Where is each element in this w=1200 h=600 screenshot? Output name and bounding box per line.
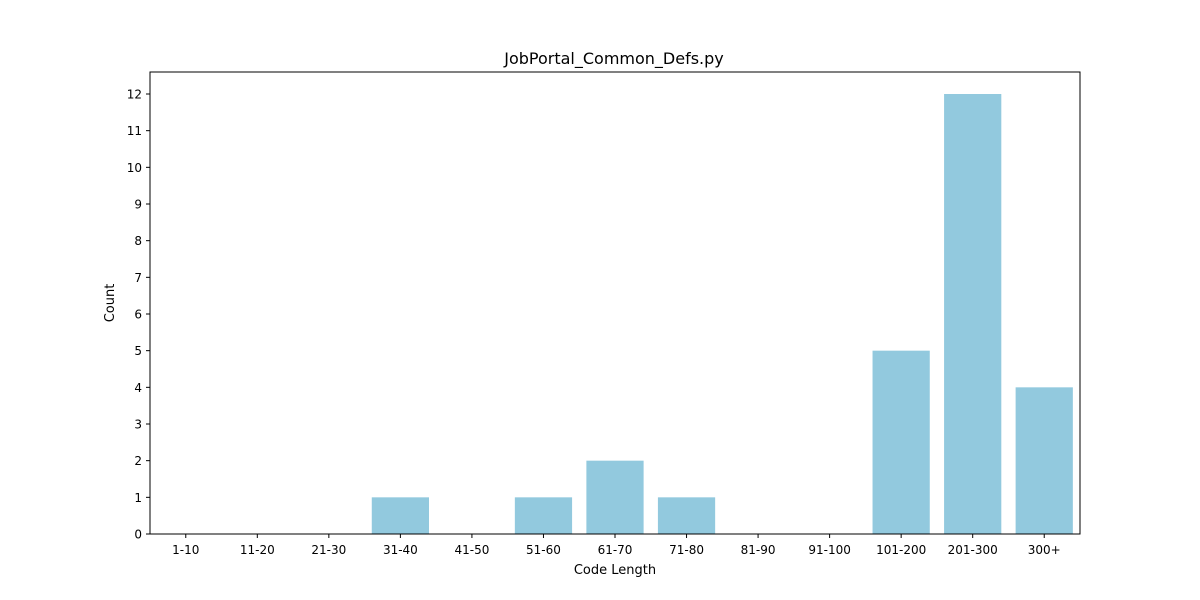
y-tick-label: 7 [134,271,142,285]
plot-area [371,94,1073,534]
chart-title: JobPortal_Common_Defs.py [503,49,724,69]
x-tick-label: 31-40 [383,543,418,557]
y-tick-label: 3 [134,418,142,432]
bar-51-60 [514,497,573,534]
x-tick-label: 61-70 [598,543,633,557]
bar-71-80 [657,497,716,534]
x-axis-label: Code Length [574,563,656,578]
x-tick-label: 1-10 [172,543,199,557]
bar-201-300 [944,94,1002,534]
y-axis-label: Count [103,284,118,323]
x-tick-label: 51-60 [526,543,561,557]
x-axis: 1-10 11-20 21-30 31-40 41-50 51-60 61-70 71-80 8… [172,534,1061,557]
y-tick-label: 12 [127,88,142,102]
x-tick-label: 11-20 [240,543,275,557]
y-tick-label: 9 [134,198,142,212]
x-tick-label: 300+ [1028,543,1061,557]
x-tick-label: 41-50 [454,543,489,557]
y-tick-label: 8 [134,234,142,248]
y-tick-label: 5 [134,344,142,358]
x-tick-label: 81-90 [741,543,776,557]
x-tick-label: 101-200 [876,543,926,557]
y-tick-label: 4 [134,381,142,395]
y-tick-label: 0 [134,528,142,542]
y-tick-label: 2 [134,454,142,468]
bar-101-200 [872,350,930,534]
x-tick-label: 21-30 [311,543,346,557]
x-tick-label: 201-300 [948,543,998,557]
x-tick-label: 91-100 [808,543,851,557]
y-tick-label: 10 [127,161,142,175]
y-tick-label: 6 [134,308,142,322]
y-tick-label: 1 [134,491,142,505]
bar-300+ [1015,387,1073,534]
x-tick-label: 71-80 [669,543,704,557]
bar-61-70 [586,460,644,534]
bar-31-40 [371,497,429,534]
y-tick-label: 11 [127,124,142,138]
